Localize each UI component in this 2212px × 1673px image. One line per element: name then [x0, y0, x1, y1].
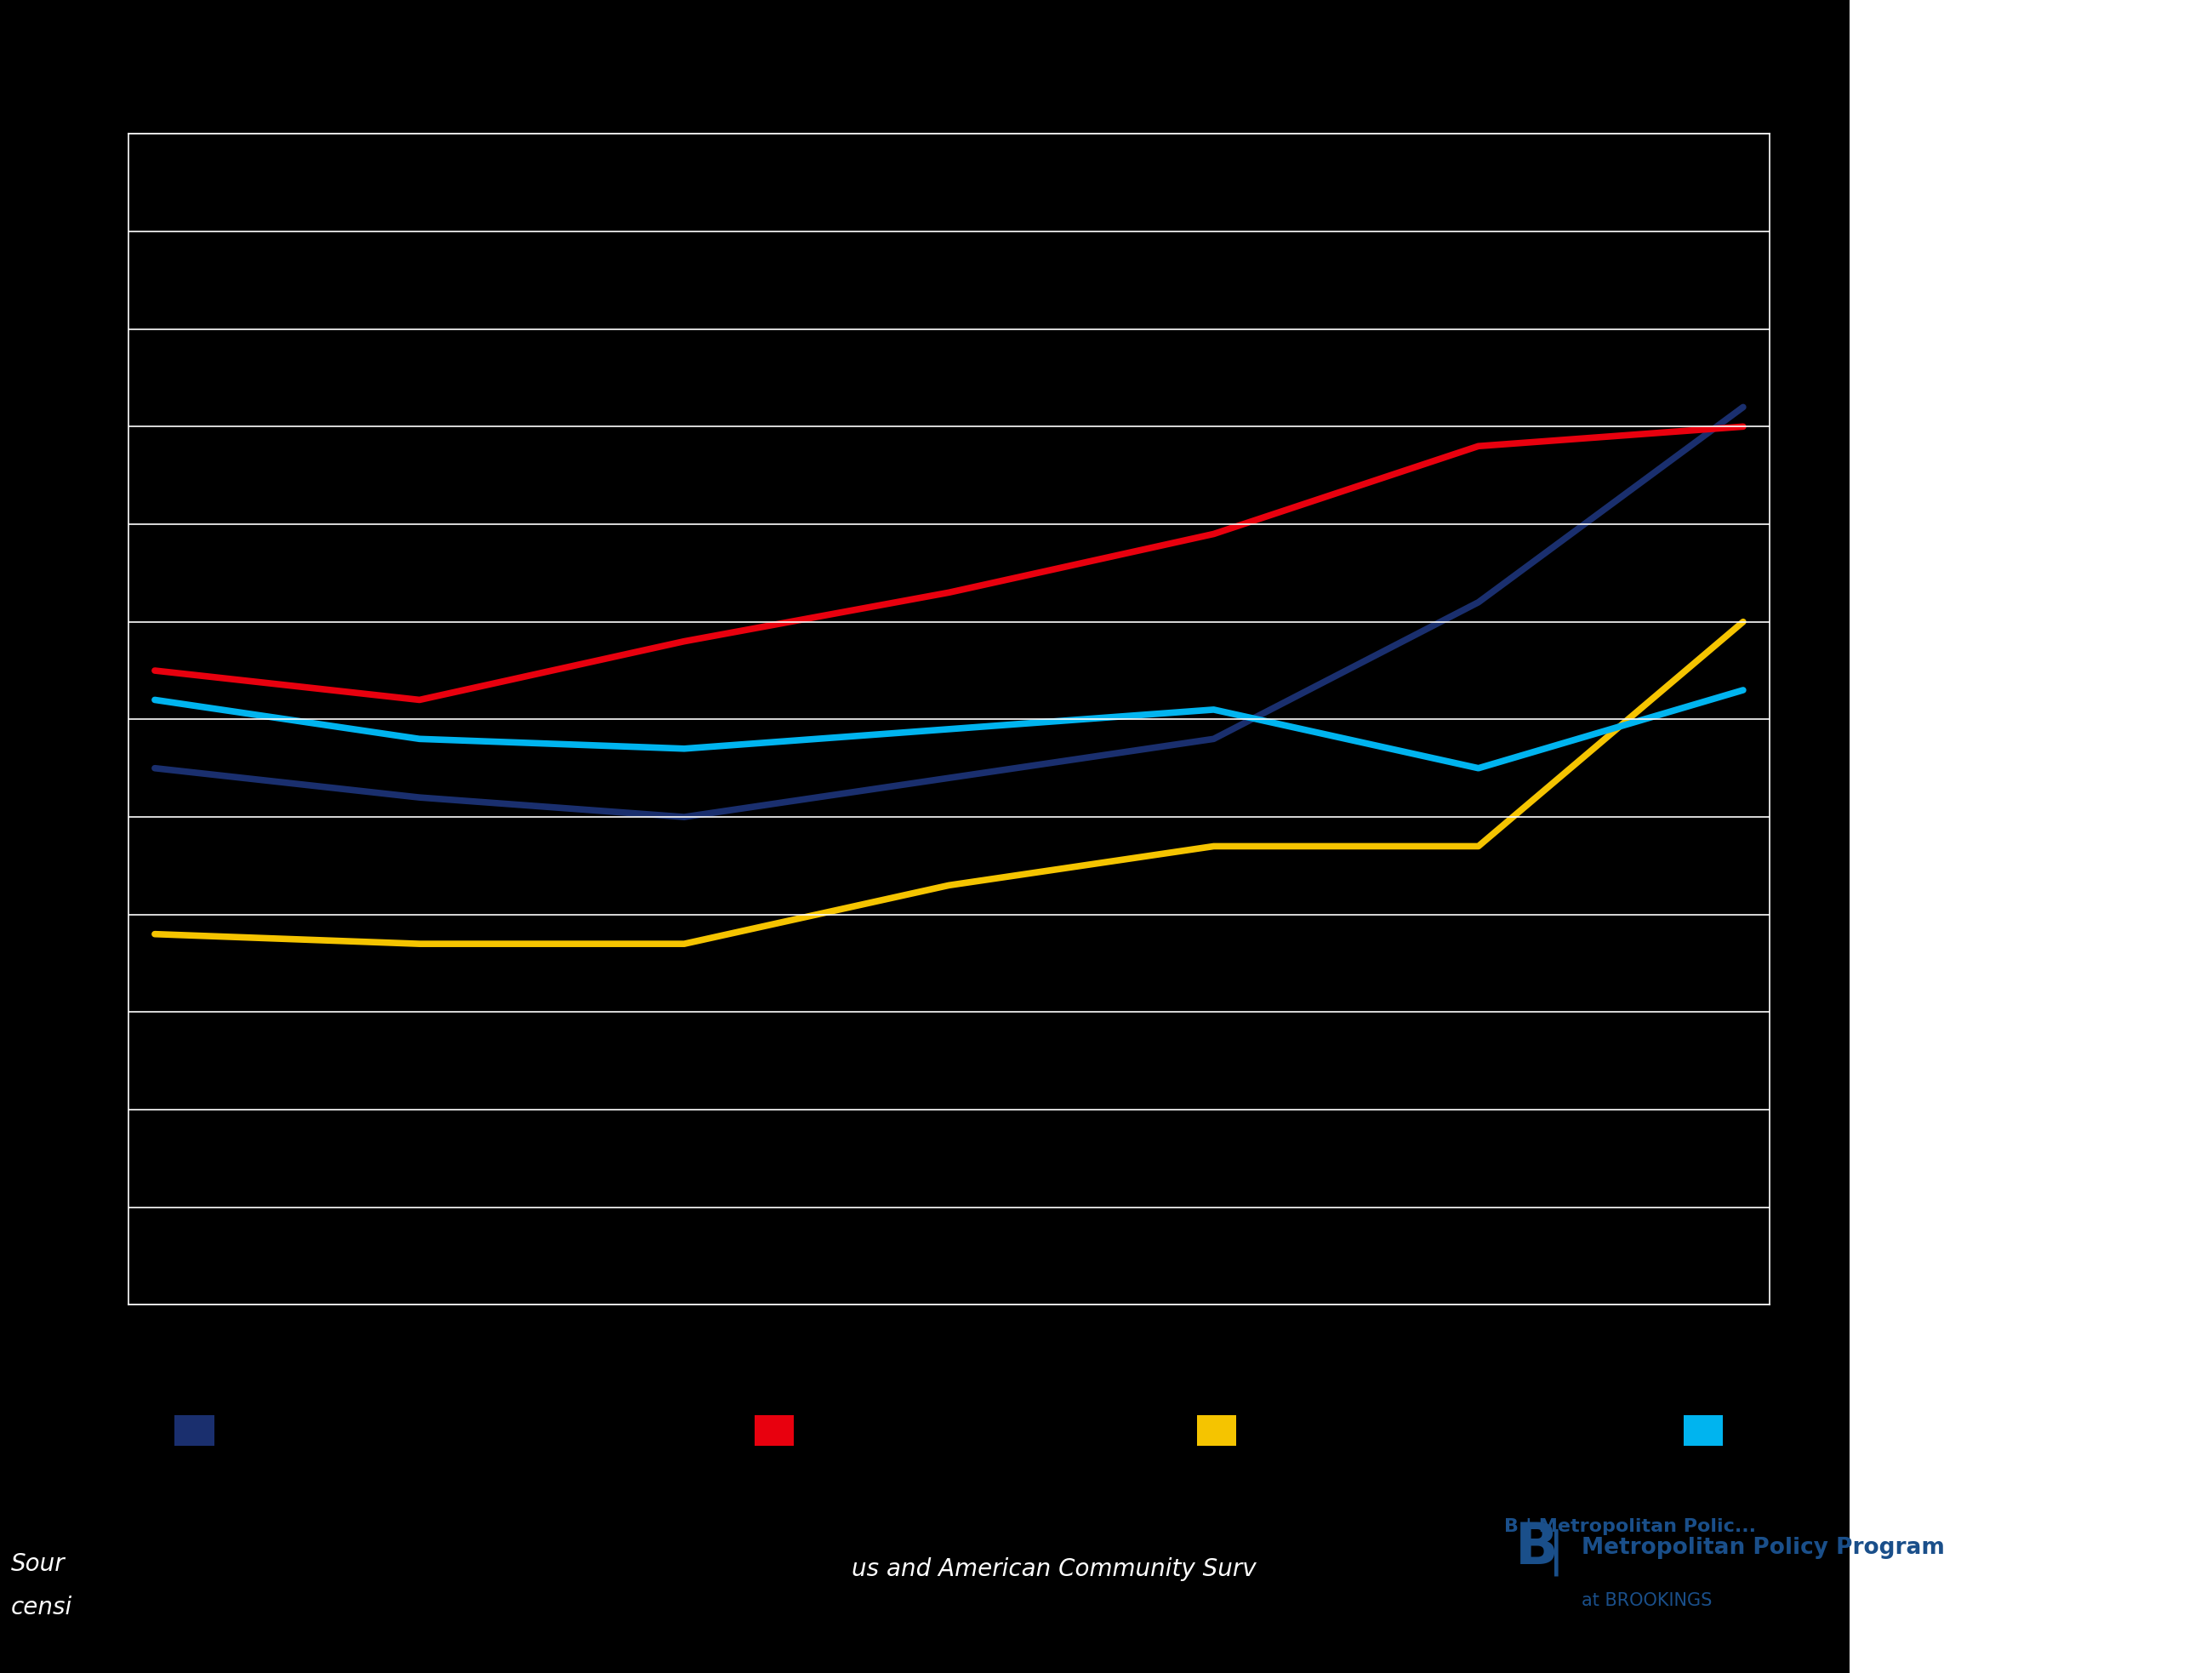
Text: censi: censi: [11, 1596, 73, 1619]
Text: |: |: [1548, 1529, 1564, 1576]
Text: Sour: Sour: [11, 1553, 64, 1576]
Text: Metropolitan Policy Program: Metropolitan Policy Program: [1582, 1537, 1944, 1559]
Text: us and American Community Surv: us and American Community Surv: [852, 1558, 1256, 1581]
Text: B: B: [1515, 1519, 1559, 1576]
Text: B | Metropolitan Polic...: B | Metropolitan Polic...: [1504, 1517, 1756, 1536]
Text: at BROOKINGS: at BROOKINGS: [1582, 1593, 1712, 1609]
